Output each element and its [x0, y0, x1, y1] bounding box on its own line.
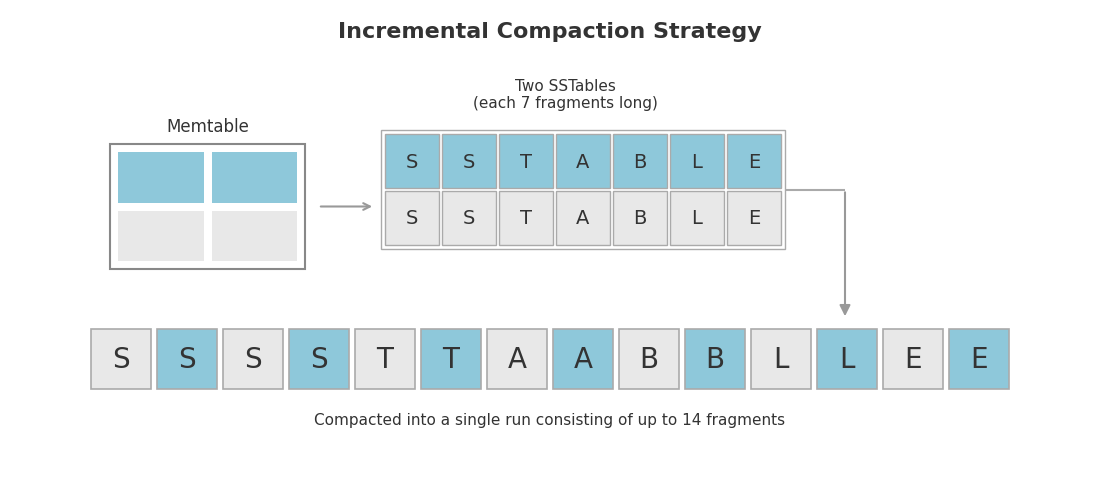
FancyBboxPatch shape	[499, 192, 553, 245]
FancyBboxPatch shape	[211, 211, 297, 262]
FancyBboxPatch shape	[157, 329, 217, 389]
Text: A: A	[507, 346, 527, 373]
Text: A: A	[573, 346, 593, 373]
Text: B: B	[705, 346, 725, 373]
Text: S: S	[178, 346, 196, 373]
Text: B: B	[634, 209, 647, 228]
Text: E: E	[904, 346, 922, 373]
FancyBboxPatch shape	[487, 329, 547, 389]
FancyBboxPatch shape	[619, 329, 679, 389]
FancyBboxPatch shape	[556, 192, 610, 245]
FancyBboxPatch shape	[613, 192, 667, 245]
Text: Two SSTables
(each 7 fragments long): Two SSTables (each 7 fragments long)	[473, 79, 658, 111]
FancyBboxPatch shape	[421, 329, 481, 389]
FancyBboxPatch shape	[883, 329, 943, 389]
Text: Compacted into a single run consisting of up to 14 fragments: Compacted into a single run consisting o…	[315, 412, 785, 427]
Text: E: E	[748, 209, 760, 228]
FancyBboxPatch shape	[223, 329, 283, 389]
FancyBboxPatch shape	[442, 192, 496, 245]
FancyBboxPatch shape	[91, 329, 151, 389]
FancyBboxPatch shape	[751, 329, 811, 389]
FancyBboxPatch shape	[817, 329, 877, 389]
FancyBboxPatch shape	[442, 135, 496, 189]
Text: B: B	[634, 152, 647, 171]
FancyBboxPatch shape	[949, 329, 1009, 389]
Text: A: A	[576, 209, 590, 228]
Text: S: S	[463, 209, 475, 228]
Text: S: S	[463, 152, 475, 171]
FancyBboxPatch shape	[211, 153, 297, 203]
Text: S: S	[406, 209, 418, 228]
FancyBboxPatch shape	[110, 145, 305, 269]
FancyBboxPatch shape	[289, 329, 349, 389]
FancyBboxPatch shape	[685, 329, 745, 389]
Text: L: L	[839, 346, 855, 373]
FancyBboxPatch shape	[613, 135, 667, 189]
FancyBboxPatch shape	[385, 192, 439, 245]
Text: T: T	[520, 209, 532, 228]
FancyBboxPatch shape	[499, 135, 553, 189]
FancyBboxPatch shape	[118, 211, 204, 262]
Text: Memtable: Memtable	[166, 118, 249, 136]
FancyBboxPatch shape	[727, 135, 781, 189]
Text: S: S	[244, 346, 262, 373]
Text: T: T	[376, 346, 394, 373]
Text: L: L	[773, 346, 789, 373]
Text: L: L	[692, 209, 703, 228]
FancyBboxPatch shape	[118, 153, 204, 203]
Text: E: E	[970, 346, 988, 373]
FancyBboxPatch shape	[553, 329, 613, 389]
Text: Incremental Compaction Strategy: Incremental Compaction Strategy	[338, 22, 762, 42]
FancyBboxPatch shape	[670, 135, 724, 189]
FancyBboxPatch shape	[355, 329, 415, 389]
Text: T: T	[442, 346, 460, 373]
FancyBboxPatch shape	[727, 192, 781, 245]
Text: L: L	[692, 152, 703, 171]
FancyBboxPatch shape	[385, 135, 439, 189]
FancyBboxPatch shape	[556, 135, 610, 189]
Text: S: S	[310, 346, 328, 373]
Text: S: S	[112, 346, 130, 373]
Text: B: B	[639, 346, 659, 373]
Text: A: A	[576, 152, 590, 171]
Text: T: T	[520, 152, 532, 171]
FancyBboxPatch shape	[670, 192, 724, 245]
Text: E: E	[748, 152, 760, 171]
FancyBboxPatch shape	[381, 131, 785, 249]
Text: S: S	[406, 152, 418, 171]
